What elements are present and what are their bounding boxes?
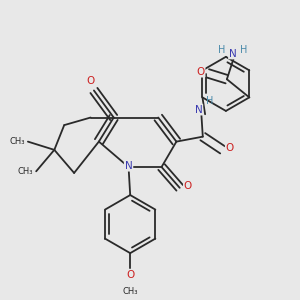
Text: H: H <box>240 45 248 55</box>
Text: H: H <box>206 96 213 106</box>
Text: N: N <box>229 49 237 58</box>
Text: O: O <box>184 181 192 191</box>
Text: H: H <box>218 45 225 55</box>
Text: CH₃: CH₃ <box>17 167 33 176</box>
Text: O: O <box>226 143 234 153</box>
Text: O: O <box>196 67 205 77</box>
Text: O: O <box>126 270 134 280</box>
Text: N: N <box>125 161 132 171</box>
Text: O: O <box>86 76 95 86</box>
Text: CH₃: CH₃ <box>9 137 25 146</box>
Text: N: N <box>195 105 203 115</box>
Text: CH₃: CH₃ <box>122 287 138 296</box>
